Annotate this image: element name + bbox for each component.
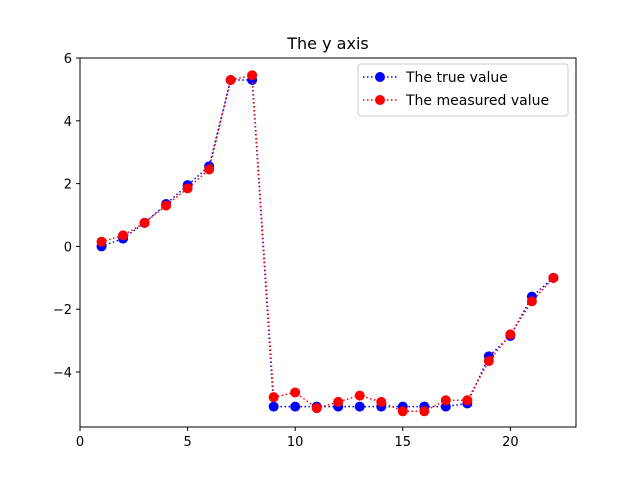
data-point-series-1 bbox=[96, 236, 107, 247]
data-point-series-1 bbox=[354, 390, 365, 401]
data-point-series-1 bbox=[462, 395, 473, 406]
data-point-series-1 bbox=[268, 392, 279, 403]
data-point-series-1 bbox=[333, 396, 344, 407]
x-tick-label: 0 bbox=[76, 435, 84, 450]
legend-box bbox=[357, 63, 569, 117]
data-point-series-1 bbox=[376, 396, 387, 407]
data-point-series-1 bbox=[204, 164, 215, 175]
y-axis: −4 −2 0 2 4 6 bbox=[53, 52, 80, 381]
x-axis: 0 5 10 15 20 bbox=[76, 427, 519, 450]
x-tick-label: 15 bbox=[395, 435, 412, 450]
data-point-series-0 bbox=[354, 401, 365, 412]
legend-marker-true-value bbox=[375, 72, 385, 82]
data-point-series-1 bbox=[419, 406, 430, 417]
data-point-series-1 bbox=[548, 272, 559, 283]
y-tick-label: −2 bbox=[53, 303, 72, 318]
y-tick-label: 0 bbox=[64, 240, 72, 255]
data-point-series-1 bbox=[483, 356, 494, 367]
data-point-series-1 bbox=[311, 403, 322, 414]
plot-area bbox=[80, 58, 576, 427]
data-point-series-1 bbox=[397, 406, 408, 417]
x-tick-label: 5 bbox=[183, 435, 191, 450]
legend-marker-measured-value bbox=[375, 95, 385, 105]
legend-label-true-value: The true value bbox=[405, 70, 508, 86]
data-point-series-1 bbox=[182, 183, 193, 194]
chart-title: The y axis bbox=[286, 34, 368, 53]
x-tick-label: 20 bbox=[502, 435, 519, 450]
data-point-series-0 bbox=[268, 401, 279, 412]
data-point-series-1 bbox=[247, 70, 258, 81]
legend-label-measured-value: The measured value bbox=[405, 93, 549, 109]
y-tick-label: 4 bbox=[64, 115, 72, 130]
data-point-series-1 bbox=[440, 395, 451, 406]
data-point-series-1 bbox=[505, 329, 516, 340]
y-tick-label: 2 bbox=[64, 178, 72, 193]
data-point-series-1 bbox=[139, 217, 150, 228]
legend: The true value The measured value bbox=[357, 63, 569, 117]
plot-frame bbox=[79, 57, 577, 428]
data-point-series-1 bbox=[290, 387, 301, 398]
x-tick-label: 10 bbox=[287, 435, 304, 450]
data-point-series-1 bbox=[225, 74, 236, 85]
data-point-series-1 bbox=[161, 200, 172, 211]
data-point-series-1 bbox=[526, 296, 537, 307]
series-line-1 bbox=[101, 74, 554, 413]
legend-entry-true-value: The true value bbox=[363, 70, 508, 86]
data-point-series-0 bbox=[290, 401, 301, 412]
data-point-series-1 bbox=[118, 230, 129, 241]
legend-entry-measured-value: The measured value bbox=[363, 93, 549, 109]
y-tick-label: −4 bbox=[53, 366, 72, 381]
series-layer bbox=[96, 70, 559, 417]
y-tick-label: 6 bbox=[64, 52, 72, 67]
